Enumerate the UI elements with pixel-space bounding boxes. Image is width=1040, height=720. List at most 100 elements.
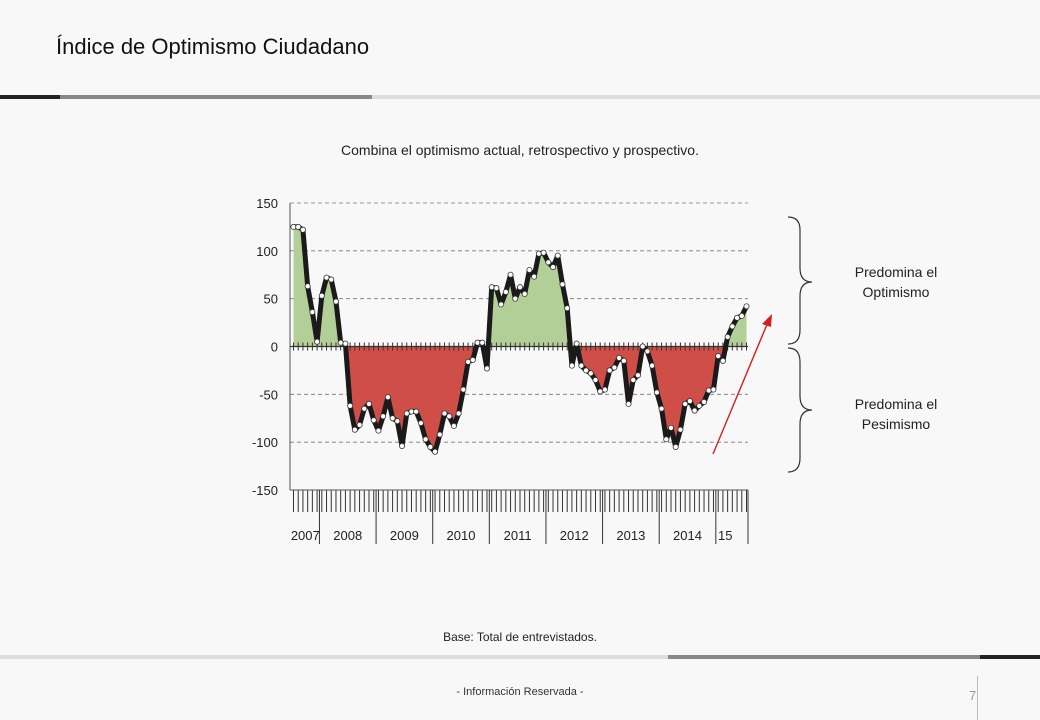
- data-point: [512, 295, 519, 302]
- data-point: [625, 400, 632, 407]
- data-point: [639, 343, 646, 350]
- data-point: [559, 281, 566, 288]
- data-point: [389, 415, 396, 422]
- data-point: [517, 284, 524, 291]
- data-point: [309, 309, 316, 316]
- data-point: [399, 442, 406, 449]
- data-point: [469, 356, 476, 363]
- data-point: [375, 427, 382, 434]
- data-point: [682, 400, 689, 407]
- y-tick-label: 50: [264, 292, 278, 307]
- data-point: [295, 223, 302, 230]
- data-point: [568, 362, 575, 369]
- x-year-label: 2010: [447, 528, 476, 543]
- y-tick-label: 0: [271, 340, 278, 355]
- data-point: [380, 413, 387, 420]
- data-point: [583, 367, 590, 374]
- data-point: [314, 338, 321, 345]
- data-point: [653, 389, 660, 396]
- data-point: [540, 249, 547, 256]
- data-point: [606, 367, 613, 374]
- data-point: [483, 365, 490, 372]
- bottom-divider: [0, 655, 1040, 659]
- data-point: [743, 303, 750, 310]
- data-point: [663, 436, 670, 443]
- data-point: [384, 394, 391, 401]
- data-point: [413, 408, 420, 415]
- x-year-label: 2014: [673, 528, 702, 543]
- x-year-label: 2008: [333, 528, 362, 543]
- data-point: [488, 284, 495, 291]
- data-point: [658, 405, 665, 412]
- data-point: [668, 424, 675, 431]
- x-year-label: 2013: [616, 528, 645, 543]
- data-point: [634, 372, 641, 379]
- x-year-label: 2011: [504, 528, 532, 543]
- trend-arrowhead: [762, 314, 772, 327]
- page-number-divider: [977, 676, 978, 720]
- data-point: [455, 410, 462, 417]
- data-point: [502, 288, 509, 295]
- base-note: Base: Total de entrevistados.: [443, 630, 597, 644]
- trend-arrow: [712, 321, 769, 455]
- data-point: [441, 410, 448, 417]
- y-tick-label: 100: [256, 244, 278, 259]
- data-point: [630, 376, 637, 383]
- data-point: [531, 273, 538, 280]
- data-point: [601, 386, 608, 393]
- data-point: [573, 340, 580, 347]
- pessimism-area: [345, 346, 477, 452]
- data-point: [328, 276, 335, 283]
- data-point: [724, 333, 731, 340]
- y-tick-label: -150: [252, 483, 278, 498]
- data-point: [672, 443, 679, 450]
- x-year-label: 2012: [560, 528, 589, 543]
- data-point: [677, 426, 684, 433]
- data-point: [587, 370, 594, 377]
- data-point: [550, 264, 557, 271]
- data-point: [351, 426, 358, 433]
- data-point: [696, 402, 703, 409]
- data-point: [535, 250, 542, 257]
- data-point: [592, 376, 599, 383]
- data-point: [356, 421, 363, 428]
- data-point: [498, 301, 505, 308]
- data-point: [644, 348, 651, 355]
- optimism-area: [488, 252, 571, 347]
- data-point: [738, 312, 745, 319]
- data-point: [361, 405, 368, 412]
- data-point: [432, 448, 439, 455]
- data-point: [417, 420, 424, 427]
- data-point: [564, 305, 571, 312]
- data-point: [318, 292, 325, 299]
- data-point: [545, 259, 552, 266]
- data-point: [450, 422, 457, 429]
- data-point: [394, 418, 401, 425]
- data-point: [526, 266, 533, 273]
- data-point: [479, 339, 486, 346]
- chart-subtitle: Combina el optimismo actual, retrospecti…: [341, 142, 699, 158]
- data-point: [347, 402, 354, 409]
- data-point: [611, 364, 618, 371]
- data-point: [705, 387, 712, 394]
- pessimism-label: Predomina el Pesimismo: [854, 396, 938, 432]
- y-tick-label: -100: [252, 435, 278, 450]
- data-point: [507, 271, 514, 278]
- x-year-label: 2007: [291, 528, 320, 543]
- x-year-label: 2009: [390, 528, 419, 543]
- data-point: [729, 323, 736, 330]
- pessimism-area: [642, 346, 726, 447]
- data-point: [616, 354, 623, 361]
- data-point: [299, 226, 306, 233]
- data-point: [332, 298, 339, 305]
- data-point: [365, 400, 372, 407]
- data-point: [370, 417, 377, 424]
- data-point: [460, 386, 467, 393]
- y-tick-label: 150: [256, 196, 278, 211]
- data-point: [701, 398, 708, 405]
- top-divider: [0, 95, 1040, 99]
- optimism-brace: [787, 216, 813, 345]
- optimism-label: Predomina el Optimismo: [854, 264, 938, 300]
- optimism-area: [293, 226, 346, 347]
